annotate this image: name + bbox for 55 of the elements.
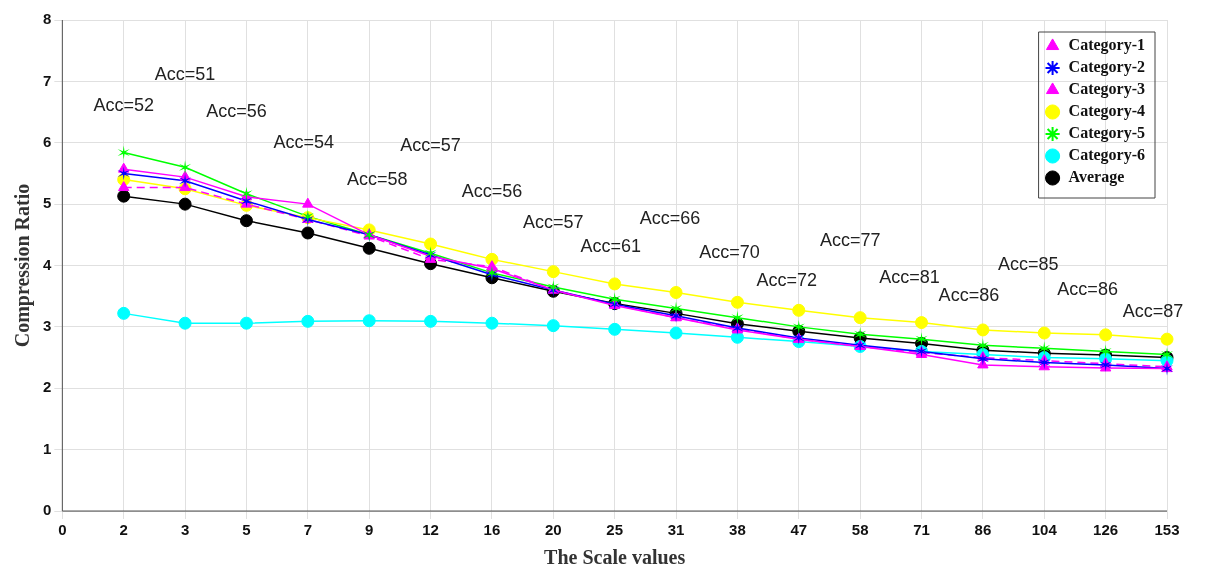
y-tick-label: 7 bbox=[43, 71, 52, 89]
x-tick-label: 104 bbox=[1031, 521, 1058, 539]
x-tick-label: 12 bbox=[422, 521, 439, 539]
annotation: Acc=51 bbox=[154, 64, 216, 85]
annotation: Acc=86 bbox=[1057, 279, 1118, 300]
y-tick-label: 1 bbox=[43, 439, 52, 457]
annotation: Acc=66 bbox=[639, 208, 701, 229]
annotation: Acc=54 bbox=[273, 131, 335, 152]
x-tick-label: 38 bbox=[729, 521, 746, 539]
y-tick-label: 6 bbox=[43, 132, 52, 150]
annotation: Acc=70 bbox=[699, 242, 760, 263]
annotation: Acc=87 bbox=[1122, 300, 1184, 321]
x-tick-label: 58 bbox=[851, 521, 869, 539]
y-tick-label: 8 bbox=[43, 10, 52, 28]
legend-label: Category-5 bbox=[1068, 124, 1146, 143]
x-tick-label: 9 bbox=[365, 521, 374, 539]
x-tick-label: 126 bbox=[1093, 521, 1119, 539]
legend-label: Category-3 bbox=[1068, 80, 1146, 99]
x-tick-label: 47 bbox=[790, 521, 808, 539]
y-tick-label: 0 bbox=[43, 501, 52, 519]
y-axis-title: Compression Ratio bbox=[11, 183, 35, 348]
x-tick-label: 0 bbox=[58, 521, 67, 539]
annotation: Acc=77 bbox=[819, 229, 881, 250]
y-tick-label: 3 bbox=[43, 317, 52, 335]
x-tick-label: 2 bbox=[119, 521, 128, 539]
legend-label: Category-1 bbox=[1068, 36, 1146, 55]
y-tick-label: 4 bbox=[43, 255, 52, 273]
x-tick-label: 25 bbox=[606, 521, 624, 539]
annotation: Acc=61 bbox=[580, 236, 641, 257]
legend-label: Category-6 bbox=[1068, 146, 1146, 165]
x-tick-label: 153 bbox=[1154, 521, 1180, 539]
x-axis-title: The Scale values bbox=[544, 546, 686, 569]
annotation: Acc=86 bbox=[938, 285, 1000, 306]
annotation: Acc=56 bbox=[206, 101, 267, 122]
x-tick-label: 71 bbox=[913, 521, 930, 539]
annotation: Acc=57 bbox=[523, 211, 584, 232]
legend-label: Average bbox=[1068, 168, 1125, 187]
annotation: Acc=52 bbox=[93, 94, 154, 115]
x-tick-label: 86 bbox=[974, 521, 992, 539]
x-tick-label: 16 bbox=[483, 521, 501, 539]
annotation: Acc=57 bbox=[400, 134, 461, 155]
legend-label: Category-2 bbox=[1068, 58, 1146, 77]
legend-label: Category-4 bbox=[1068, 102, 1146, 121]
x-tick-label: 20 bbox=[544, 521, 562, 539]
annotation: Acc=81 bbox=[879, 266, 940, 287]
y-tick-label: 5 bbox=[43, 194, 52, 212]
x-tick-label: 7 bbox=[303, 521, 312, 539]
x-tick-label: 3 bbox=[180, 521, 190, 539]
annotation: Acc=85 bbox=[997, 254, 1059, 275]
annotation: Acc=58 bbox=[346, 168, 408, 189]
x-tick-label: 31 bbox=[667, 521, 685, 539]
annotation: Acc=56 bbox=[461, 180, 523, 201]
x-tick-label: 5 bbox=[242, 521, 251, 539]
annotation: Acc=72 bbox=[756, 269, 818, 290]
y-tick-label: 2 bbox=[43, 378, 52, 396]
